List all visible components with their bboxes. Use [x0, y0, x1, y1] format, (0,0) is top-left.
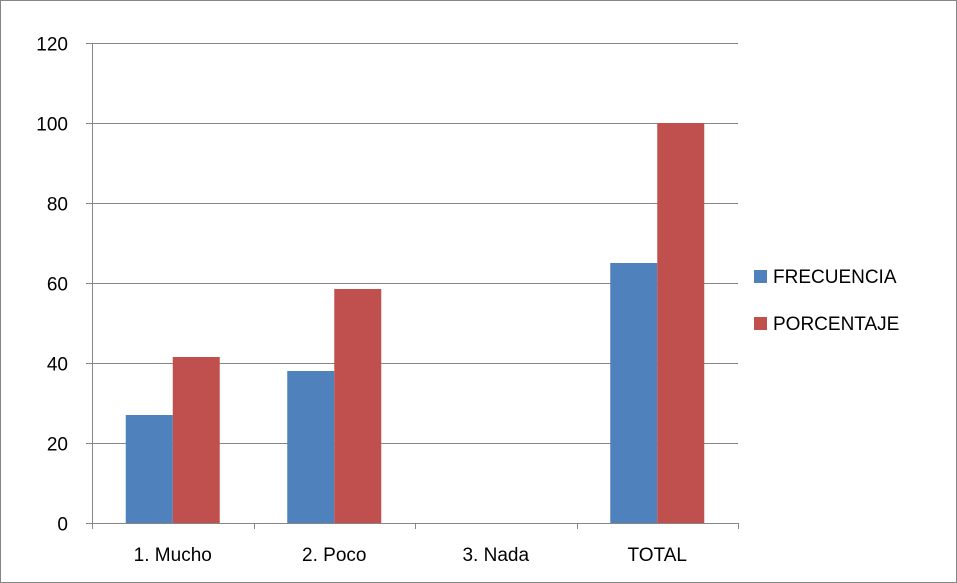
legend-swatch-porcentaje	[754, 317, 767, 330]
bar-frecuencia	[610, 263, 658, 523]
axes	[86, 43, 739, 529]
legend-label: FRECUENCIA	[773, 267, 897, 288]
bar-frecuencia	[125, 415, 173, 523]
legend-label: PORCENTAJE	[773, 314, 899, 335]
y-tick-label: 60	[47, 275, 68, 296]
bars	[125, 123, 705, 523]
bar-frecuencia	[287, 371, 335, 523]
legend-swatch-frecuencia	[754, 270, 767, 283]
bar-porcentaje	[334, 289, 382, 523]
y-tick-label: 40	[47, 355, 68, 376]
y-tick-labels: 0 20 40 60 80 100 120	[36, 35, 68, 536]
y-tick-label: 120	[36, 35, 68, 56]
x-tick-label: 2. Poco	[302, 545, 366, 566]
y-tick-label: 80	[47, 195, 68, 216]
bar-porcentaje	[657, 123, 705, 523]
y-tick-label: 0	[57, 515, 68, 536]
legend: FRECUENCIA PORCENTAJE	[754, 267, 899, 335]
y-tick-label: 100	[36, 115, 68, 136]
x-tick-label: 1. Mucho	[134, 545, 212, 566]
x-tick-label: 3. Nada	[462, 545, 529, 566]
y-tick-label: 20	[47, 435, 68, 456]
x-tick-label: TOTAL	[628, 545, 687, 566]
bar-porcentaje	[172, 357, 220, 523]
x-tick-labels: 1. Mucho 2. Poco 3. Nada TOTAL	[134, 545, 687, 566]
